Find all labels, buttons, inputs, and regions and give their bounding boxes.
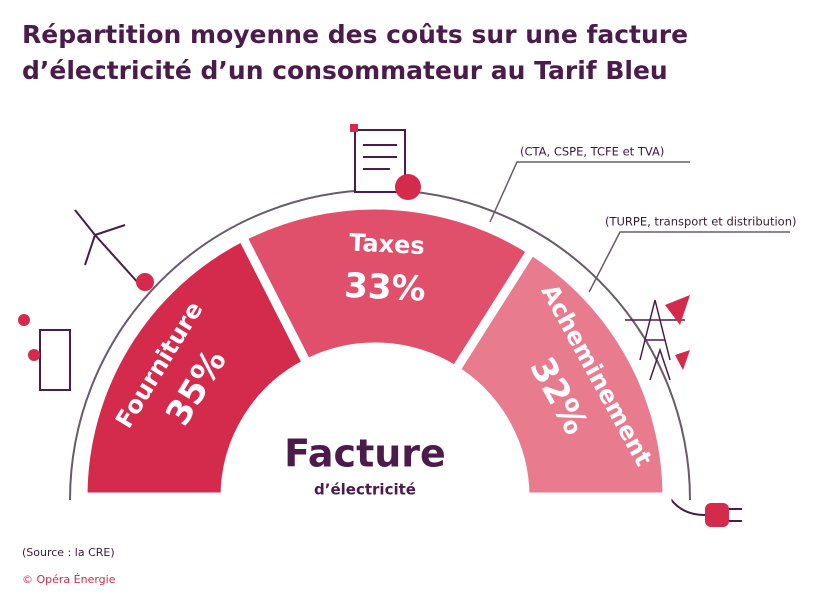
source: (Source : la CRE): [22, 546, 115, 559]
credit: © Opéra Énergie: [22, 573, 116, 586]
center-label: d’électricité: [314, 481, 416, 499]
annotation: (CTA, CSPE, TCFE et TVA): [520, 145, 664, 159]
segment: [78, 230, 313, 502]
factory-icon: [18, 314, 71, 391]
chart-title: Répartition moyenne des coûts sur une fa…: [22, 20, 688, 49]
segment-label: Taxes: [349, 229, 426, 261]
wind-turbine-icon: [74, 209, 154, 291]
leader-line: [489, 161, 690, 223]
leader-line: [584, 231, 790, 301]
document-icon: [350, 124, 421, 200]
chart-title: d’électricité d’un consommateur au Tarif…: [22, 56, 668, 85]
segment: [236, 200, 538, 377]
segment: [449, 244, 672, 502]
value-label: 33%: [343, 266, 426, 310]
annotation: (TURPE, transport et distribution): [605, 215, 797, 229]
center-label: Facture: [284, 432, 446, 476]
pylon-icon: [625, 295, 690, 381]
